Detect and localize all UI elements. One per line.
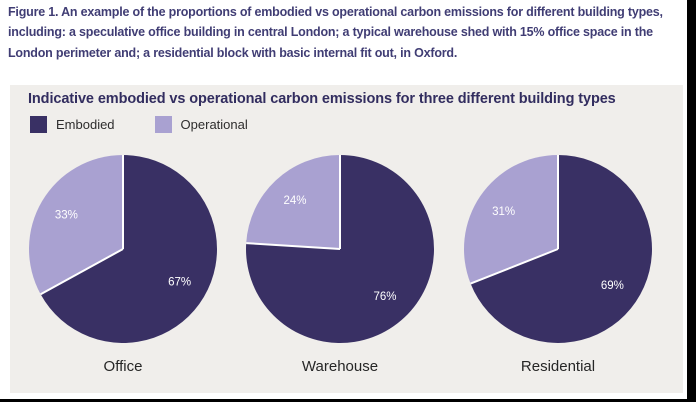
pie-svg-warehouse: 76% 24% <box>246 155 435 343</box>
legend-swatch-operational-icon <box>154 116 172 133</box>
pie-value-office-embodied: 67% <box>168 277 191 289</box>
category-label-office: Office <box>103 358 143 375</box>
pie-value-warehouse-operational: 24% <box>283 195 306 207</box>
pie-slice-residential-operational <box>464 155 558 284</box>
pie-slice-office-embodied <box>40 155 218 343</box>
legend-item-embodied: Embodied <box>30 116 115 133</box>
pie-chart-residential: 69% 31% <box>458 149 658 349</box>
pie-value-residential-operational: 31% <box>492 206 515 218</box>
pie-value-warehouse-embodied: 76% <box>373 291 396 303</box>
pie-value-office-operational: 33% <box>55 210 78 222</box>
pie-svg-residential: 69% 31% <box>464 155 653 343</box>
pie-chart-warehouse: 76% 24% <box>240 149 440 349</box>
legend-swatch-embodied-icon <box>30 116 47 133</box>
pie-slice-office-operational <box>29 155 124 295</box>
pie-slice-residential-embodied <box>470 155 653 343</box>
legend-label-embodied: Embodied <box>56 117 115 132</box>
pie-slice-separator <box>246 242 341 250</box>
category-label-residential: Residential <box>520 358 596 375</box>
pie-slice-separator <box>470 248 559 285</box>
legend-label-operational: Operational <box>180 117 248 132</box>
legend-item-operational: Operational <box>154 116 248 133</box>
chart-title: Indicative embodied vs operational carbo… <box>28 91 616 107</box>
chart-legend: Embodied Operational <box>30 116 248 133</box>
category-label-warehouse: Warehouse <box>301 358 379 375</box>
pie-slice-separator <box>40 248 124 296</box>
chart-panel: Indicative embodied vs operational carbo… <box>10 85 683 393</box>
pie-chart-office: 67% 33% <box>23 149 223 349</box>
pie-value-residential-embodied: 69% <box>601 280 624 292</box>
document-page: Figure 1. An example of the proportions … <box>0 0 687 399</box>
figure-caption: Figure 1. An example of the proportions … <box>8 5 663 60</box>
pie-slice-warehouse-operational <box>246 155 340 249</box>
pie-svg-office: 67% 33% <box>29 155 218 343</box>
